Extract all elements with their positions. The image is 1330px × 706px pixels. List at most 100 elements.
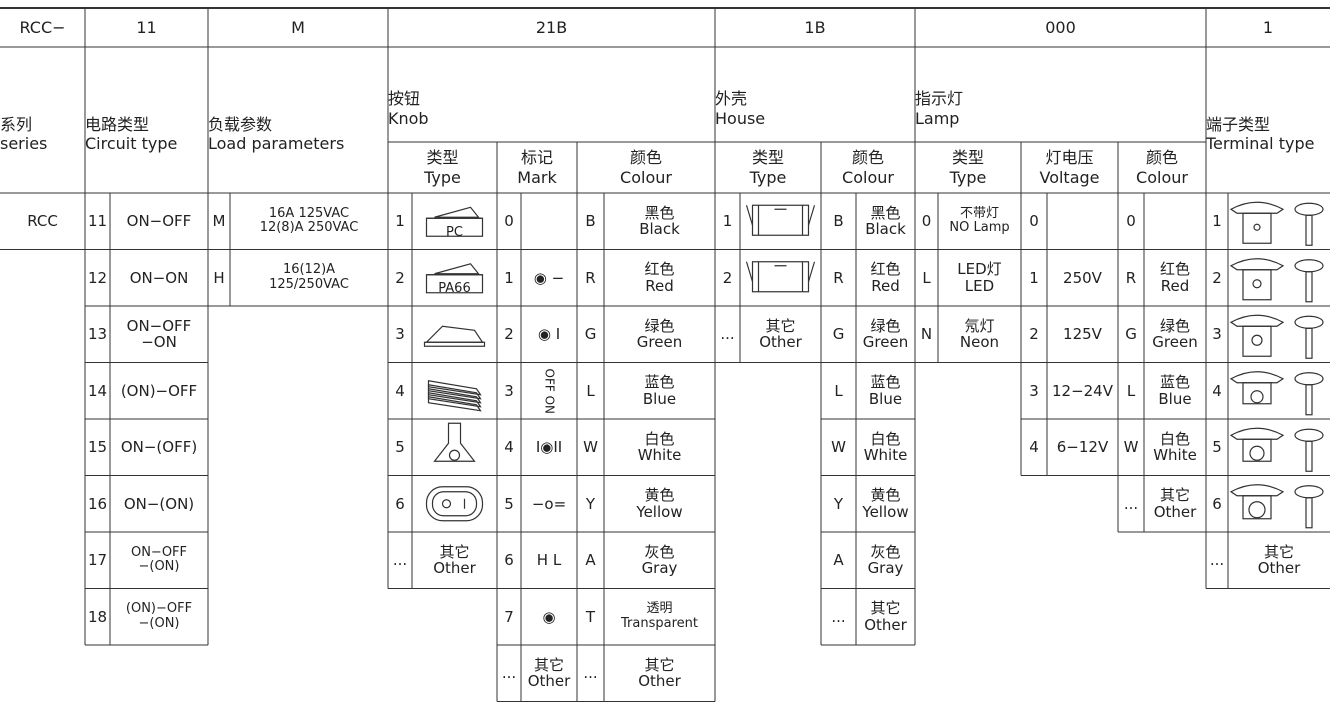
row-text: 黄色 Yellow — [862, 486, 909, 521]
row-code: L — [1126, 381, 1136, 400]
code-cell: 1B — [804, 17, 826, 37]
terminal-body — [1242, 495, 1272, 520]
terminal-hole — [1253, 223, 1261, 231]
row-code: 14 — [87, 381, 108, 400]
row-code: ... — [583, 664, 598, 682]
group-header: 端子类型 Terminal type — [1206, 47, 1330, 193]
row-text: 其它 Other — [527, 655, 571, 691]
group-header-zh: 指示灯 — [915, 89, 964, 109]
terminal-hole — [1252, 279, 1262, 289]
terminal-body — [1242, 325, 1272, 357]
row-code: G — [1125, 325, 1137, 343]
icon-label: PA66 — [438, 281, 471, 297]
row-code: W — [831, 438, 846, 456]
group-header-en: House — [715, 108, 766, 128]
house-icon — [751, 204, 810, 236]
group-header-zh: 外壳 — [715, 89, 748, 109]
row-code: T — [585, 607, 596, 626]
row-code: 17 — [87, 551, 108, 569]
row-code: 6 — [395, 494, 405, 513]
row-text: 白色 White — [637, 429, 682, 465]
row-text: 16(12)A 125/250VAC — [269, 262, 349, 292]
group-header-en: Lamp — [915, 108, 960, 128]
pin-stem — [1305, 384, 1313, 416]
group-header: 指示灯 Lamp — [915, 47, 1206, 142]
sub-header-zh: 颜色 — [1145, 148, 1178, 168]
row-code: 18 — [87, 607, 108, 626]
row-code: 16 — [87, 494, 108, 513]
oval-icon — [425, 486, 484, 522]
row-text: −o= — [531, 494, 567, 513]
row-text: ◉ I — [537, 325, 561, 343]
row-code: 4 — [1212, 381, 1222, 400]
row-text: 6−12V — [1056, 438, 1109, 456]
terminal-hole — [1251, 334, 1263, 346]
oval-dot — [441, 499, 452, 509]
row-code: 1 — [722, 212, 733, 230]
sub-header-zh: 标记 — [520, 148, 553, 168]
row-text: 灰色 Gray — [641, 542, 678, 578]
row-text: ◉ − — [533, 268, 565, 287]
group-header-en: series — [0, 134, 48, 153]
sub-header: 类型 Type — [388, 142, 497, 193]
row-text: 绿色 Green — [862, 316, 909, 352]
sub-header: 颜色 Colour — [821, 142, 915, 193]
row-code: Y — [585, 494, 596, 513]
row-text: 红色 Red — [870, 260, 901, 295]
sub-header: 颜色 Colour — [577, 142, 715, 193]
code-cell: 1 — [1262, 17, 1274, 37]
row-text: ON−ON — [129, 268, 189, 287]
terminal-icon — [1229, 427, 1285, 440]
row-text: 其它 Other — [864, 599, 907, 634]
row-text: ON−OFF −(ON) — [130, 544, 188, 575]
group-header-en: Circuit type — [85, 134, 178, 153]
row-code: 4 — [1029, 438, 1039, 456]
sub-header-en: Voltage — [1039, 167, 1100, 187]
row-text: 黑色 Black — [639, 203, 680, 239]
row-code: 4 — [504, 438, 514, 456]
row-text: ON−OFF −ON — [126, 316, 192, 352]
row-text: I◉II — [535, 438, 563, 456]
terminal-body — [1242, 382, 1272, 405]
row-text: 12−24V — [1051, 381, 1113, 400]
row-code: 5 — [1212, 438, 1222, 456]
row-code: R — [1125, 268, 1137, 287]
rocker-icon — [434, 206, 480, 218]
sub-header-en: Colour — [842, 167, 894, 187]
row-code: 2 — [1029, 325, 1039, 343]
row-code: ... — [1209, 551, 1225, 569]
code-cell: 000 — [1045, 17, 1076, 37]
row-text: 透明 Transparent — [621, 601, 698, 631]
row-code: L — [922, 268, 931, 287]
row-code: 0 — [504, 212, 514, 230]
row-text: 其它 Other — [1153, 486, 1197, 521]
row-code: 0 — [921, 212, 932, 230]
terminal-icon — [1229, 484, 1285, 497]
terminal-hole — [1248, 501, 1266, 519]
row-code: B — [833, 212, 844, 230]
row-text: 白色 White — [1153, 429, 1197, 465]
row-code: 1 — [1212, 212, 1222, 230]
house-detail — [745, 261, 816, 292]
row-code: 1 — [1029, 268, 1039, 287]
row-code: A — [833, 551, 844, 569]
row-code: B — [585, 212, 596, 230]
row-code: 13 — [87, 325, 108, 343]
row-code: 5 — [395, 438, 405, 456]
terminal-hole — [1250, 390, 1264, 404]
sub-header: 类型 Type — [915, 142, 1021, 193]
row-text: 氖灯 Neon — [959, 316, 1000, 352]
row-code: 11 — [87, 212, 108, 230]
rocker-icon — [425, 325, 484, 343]
pin-cap — [1294, 372, 1324, 386]
group-header-zh: 按钮 — [388, 89, 421, 109]
pin-stem — [1305, 271, 1313, 303]
sub-header-en: Colour — [620, 167, 672, 187]
row-code: 3 — [1029, 381, 1039, 400]
sub-header-zh: 类型 — [751, 148, 784, 168]
row-text: 绿色 Green — [636, 316, 683, 352]
row-text: 不带灯 NO Lamp — [949, 205, 1010, 236]
terminal-icon — [1229, 314, 1285, 327]
sub-header-en: Type — [749, 167, 787, 187]
rocker-base — [423, 341, 486, 347]
